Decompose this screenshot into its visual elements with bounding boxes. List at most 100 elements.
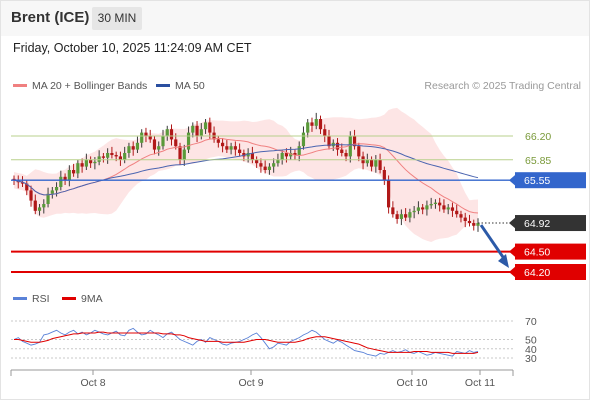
candle-body bbox=[280, 153, 284, 160]
legend-ma50: MA 50 bbox=[156, 80, 205, 92]
candle-body bbox=[25, 183, 29, 191]
candle-body bbox=[442, 205, 446, 210]
level-tag-arrow-pivot bbox=[509, 174, 516, 187]
candle-body bbox=[327, 136, 331, 147]
candle-body bbox=[416, 207, 421, 211]
candle-body bbox=[89, 159, 93, 164]
candle-body bbox=[195, 125, 199, 136]
candle-body bbox=[369, 159, 374, 167]
legend-ma20-bb: MA 20 + Bollinger Bands bbox=[13, 80, 147, 92]
candle-body bbox=[267, 166, 272, 170]
candle-body bbox=[93, 161, 97, 164]
bollinger-band bbox=[14, 107, 478, 243]
level-tag-s1 bbox=[515, 243, 586, 260]
candle-body bbox=[63, 176, 67, 181]
timestamp: Friday, October 10, 2025 11:24:09 AM CET bbox=[13, 41, 252, 55]
candle-body bbox=[238, 149, 242, 153]
candle-body bbox=[186, 132, 191, 150]
rsi-ma-line bbox=[14, 331, 479, 354]
rsi-tick-label: 40 bbox=[525, 344, 537, 356]
candle-body bbox=[161, 136, 165, 147]
forecast-arrow-shaft bbox=[479, 224, 507, 261]
timeframe-button[interactable]: 30 MIN bbox=[92, 7, 142, 30]
time-axis-label: Oct 8 bbox=[80, 377, 105, 389]
candle-body bbox=[352, 136, 357, 147]
candle-body bbox=[216, 139, 220, 143]
candle-body bbox=[323, 129, 327, 136]
candle-body bbox=[178, 146, 182, 160]
candle-body bbox=[67, 170, 71, 181]
level-tag-arrow-s2 bbox=[509, 266, 516, 278]
candle-body bbox=[46, 193, 50, 204]
candle-body bbox=[165, 129, 169, 136]
candle-body bbox=[476, 223, 480, 226]
candle-body bbox=[306, 122, 310, 133]
candle-body bbox=[12, 178, 16, 181]
time-axis-label: Oct 10 bbox=[397, 377, 428, 389]
candle-body bbox=[314, 119, 318, 126]
legend-9ma-label: 9MA bbox=[81, 293, 103, 305]
level-label-pivot: 65.55 bbox=[524, 175, 550, 187]
credit-text: Research © 2025 Trading Central bbox=[424, 80, 581, 92]
rsi-tick-label: 70 bbox=[525, 316, 537, 328]
candle-body bbox=[335, 142, 340, 150]
candle-body bbox=[71, 170, 76, 174]
candle-body bbox=[114, 155, 118, 157]
candle-body bbox=[250, 153, 254, 160]
candle-body bbox=[191, 125, 195, 133]
candle-body bbox=[472, 223, 476, 226]
candle-body bbox=[459, 214, 463, 218]
candle-body bbox=[80, 163, 84, 167]
candle-body bbox=[340, 149, 344, 153]
ma50-line bbox=[13, 144, 479, 196]
candle-body bbox=[263, 166, 267, 170]
candle-body bbox=[463, 217, 467, 221]
candle-body bbox=[20, 182, 25, 184]
last-price-tag bbox=[515, 215, 586, 232]
candle-body bbox=[272, 163, 276, 167]
level-label-r2: 66.20 bbox=[525, 131, 551, 143]
candle-body bbox=[225, 146, 229, 150]
candle-body bbox=[152, 139, 157, 150]
level-tag-s2 bbox=[515, 264, 586, 280]
candle-body bbox=[429, 204, 433, 206]
candle-body bbox=[293, 153, 297, 156]
candle-body bbox=[54, 187, 59, 191]
candle-body bbox=[455, 210, 459, 215]
candle-body bbox=[259, 163, 263, 167]
candle-body bbox=[387, 180, 391, 208]
candle-body bbox=[391, 207, 395, 215]
candle-body bbox=[169, 129, 174, 140]
candle-body bbox=[199, 129, 203, 136]
candle-body bbox=[421, 207, 425, 210]
candle-body bbox=[318, 119, 323, 130]
candle-body bbox=[140, 132, 144, 143]
level-lines: 66.20 65.85 65.55 64.50 64.20 64.92 bbox=[11, 131, 586, 280]
level-tag-pivot bbox=[515, 172, 586, 189]
candle-body bbox=[357, 146, 361, 157]
candle-body bbox=[297, 146, 301, 156]
candle-body bbox=[33, 200, 37, 211]
ma50-swatch bbox=[156, 83, 170, 87]
legend-9ma: 9MA bbox=[62, 293, 103, 305]
candle-body bbox=[106, 153, 110, 158]
candle-body bbox=[127, 146, 131, 153]
candle-body bbox=[229, 146, 233, 150]
candle-body bbox=[84, 159, 88, 167]
candle-body bbox=[399, 214, 403, 219]
candle-body bbox=[97, 156, 101, 162]
legend-ma20-label: MA 20 + Bollinger Bands bbox=[32, 80, 148, 92]
legend-rsi-label: RSI bbox=[32, 293, 50, 305]
candle-body bbox=[174, 139, 178, 147]
last-price-tag-arrow bbox=[509, 217, 516, 230]
rsi-swatch bbox=[13, 296, 27, 300]
candle-body bbox=[131, 146, 135, 150]
ma9-swatch bbox=[62, 296, 76, 300]
candle-body bbox=[408, 212, 412, 218]
candle-body bbox=[365, 159, 369, 164]
time-axis-label: Oct 11 bbox=[465, 377, 495, 389]
candle-body bbox=[242, 153, 246, 157]
candle-body bbox=[37, 207, 42, 211]
candle-body bbox=[157, 146, 161, 150]
